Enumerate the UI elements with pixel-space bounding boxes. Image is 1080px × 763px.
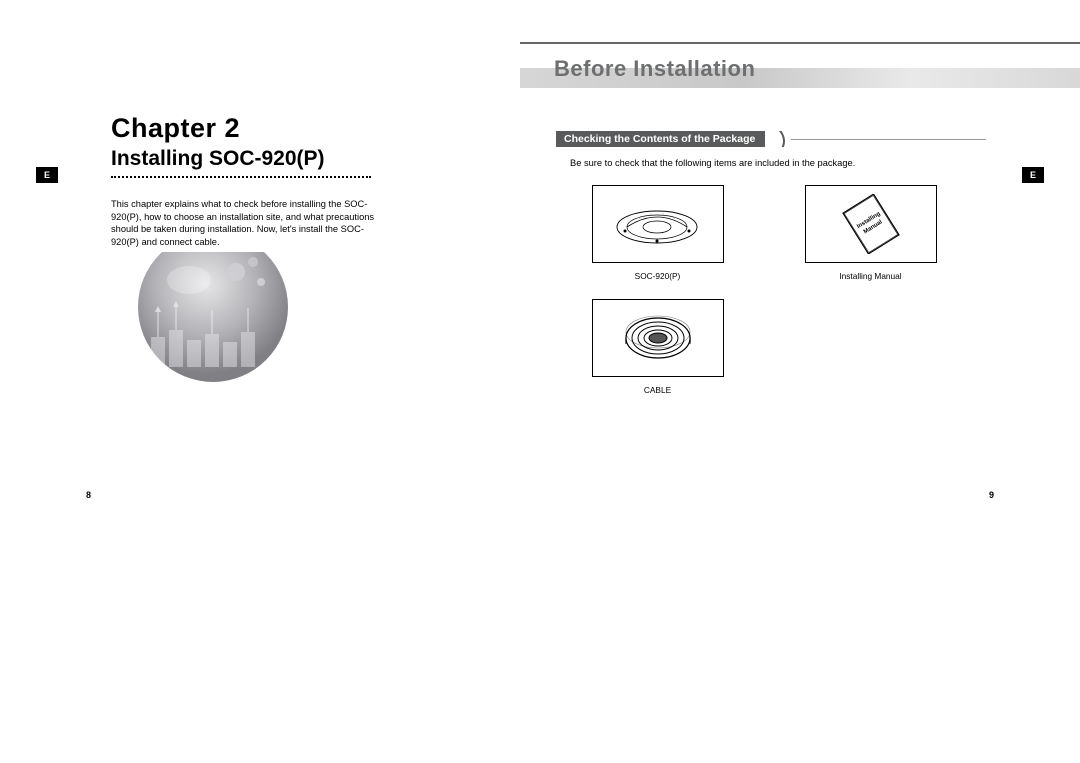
chapter-title: Installing SOC-920(P) xyxy=(111,147,325,171)
page-spread: E Chapter 2 Installing SOC-920(P) This c… xyxy=(0,0,1080,763)
section-header-title: Before Installation xyxy=(554,56,755,82)
package-item: Installing Manual Installing Manual xyxy=(793,185,948,281)
cable-coil-icon xyxy=(613,308,703,368)
right-margin-tab: E xyxy=(1022,167,1044,183)
decorative-globe-image xyxy=(111,252,316,382)
right-page: Before Installation E Checking the Conte… xyxy=(540,0,1080,763)
package-check-text: Be sure to check that the following item… xyxy=(570,158,855,168)
chapter-intro-text: This chapter explains what to check befo… xyxy=(111,198,391,248)
subsection-rule xyxy=(791,139,986,140)
package-item: SOC-920(P) xyxy=(580,185,735,281)
section-header: Before Installation xyxy=(520,42,1080,90)
package-items-grid: SOC-920(P) Installing Manual Installing … xyxy=(580,185,948,395)
manual-book-icon: Installing Manual xyxy=(836,194,906,254)
item-label: CABLE xyxy=(644,385,671,395)
dotted-divider xyxy=(111,176,371,178)
item-label: Installing Manual xyxy=(839,271,901,281)
dome-camera-icon xyxy=(605,197,710,252)
header-rule xyxy=(520,42,1080,44)
subsection-title: Checking the Contents of the Package xyxy=(556,131,765,147)
left-page-number: 8 xyxy=(86,490,91,500)
right-page-number: 9 xyxy=(989,490,994,500)
item-illustration-box: Installing Manual xyxy=(805,185,937,263)
left-margin-tab: E xyxy=(36,167,58,183)
chapter-label: Chapter 2 xyxy=(111,113,240,144)
item-label: SOC-920(P) xyxy=(635,271,681,281)
left-page: E Chapter 2 Installing SOC-920(P) This c… xyxy=(0,0,540,763)
subsection-header: Checking the Contents of the Package xyxy=(556,130,986,148)
item-illustration-box xyxy=(592,299,724,377)
item-illustration-box xyxy=(592,185,724,263)
subsection-arc-decoration xyxy=(765,131,793,147)
package-item: CABLE xyxy=(580,299,735,395)
